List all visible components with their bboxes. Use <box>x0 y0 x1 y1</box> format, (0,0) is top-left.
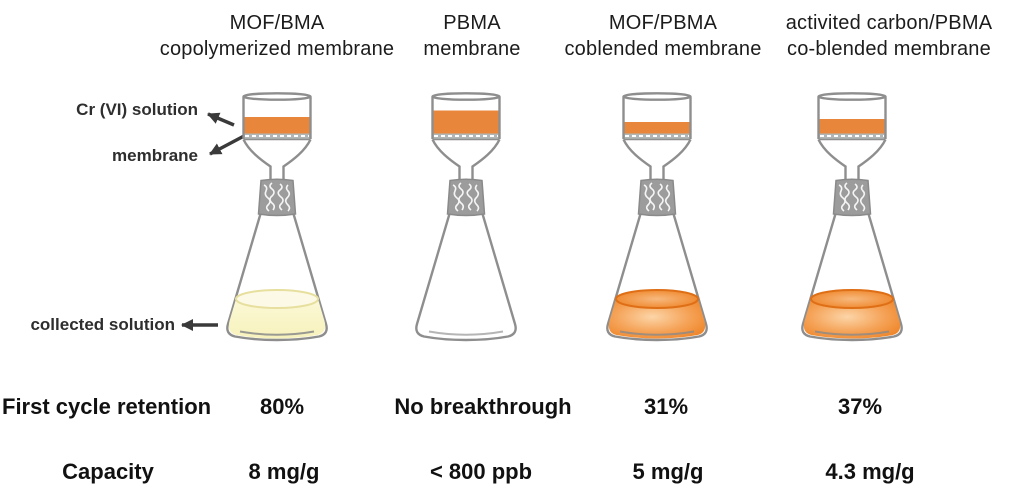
funnel <box>622 92 692 182</box>
column-title-line2: co-blended membrane <box>787 38 991 60</box>
stopper <box>446 178 486 217</box>
label-cr-solution: Cr (VI) solution <box>76 100 198 119</box>
funnel-rim <box>242 92 312 101</box>
column-header-ac-pbma: activited carbon/PBMA co-blended membran… <box>773 10 1005 62</box>
apparatus-mof-pbma <box>606 92 708 342</box>
capacity-value-mof-pbma: 5 mg/g <box>632 459 704 484</box>
stopper-texture <box>263 182 291 212</box>
membrane-strip <box>623 133 691 141</box>
membrane-strip <box>243 133 311 141</box>
retention-value-pbma: No breakthrough <box>394 394 572 419</box>
membrane-arrow-icon <box>209 134 245 156</box>
membrane-strip <box>818 133 886 141</box>
apparatus-ac-pbma <box>801 92 903 342</box>
stopper <box>832 178 872 217</box>
liquid-surface <box>235 289 319 309</box>
funnel-cone <box>622 138 692 182</box>
flask <box>415 201 517 342</box>
flask-bottom-curve <box>619 330 695 336</box>
apparatus-pbma <box>415 92 517 342</box>
funnel <box>431 92 501 182</box>
column-title-line1: MOF/BMA <box>229 12 325 34</box>
membrane-strip <box>432 133 500 141</box>
column-title-line2: copolymerized membrane <box>159 38 395 60</box>
flask-bottom-curve <box>428 330 504 336</box>
cr-solution-layer <box>244 117 310 134</box>
funnel-walls <box>242 97 312 139</box>
column-title-line1: PBMA <box>443 12 501 34</box>
retention-value-ac-pbma: 37% <box>837 394 883 419</box>
funnel-cone <box>817 138 887 182</box>
collected-liquid-orange <box>608 299 706 339</box>
stopper-texture <box>643 182 671 212</box>
liquid-surface <box>615 289 699 309</box>
capacity-value-ac-pbma: 4.3 mg/g <box>825 459 915 484</box>
label-membrane: membrane <box>112 146 198 165</box>
column-header-pbma: PBMA membrane <box>352 10 592 62</box>
collected-solution-arrow-icon <box>181 319 218 331</box>
funnel <box>242 92 312 182</box>
flask <box>226 201 328 342</box>
funnel-rim <box>622 92 692 101</box>
cr-solution-layer <box>819 119 885 134</box>
column-header-mof-bma: MOF/BMA copolymerized membrane <box>147 10 407 62</box>
funnel-walls <box>817 97 887 139</box>
retention-value-mof-pbma: 31% <box>643 394 689 419</box>
apparatus-mof-bma <box>226 92 328 342</box>
funnel <box>817 92 887 182</box>
cr-solution-layer <box>433 110 499 134</box>
collected-liquid-yellow <box>228 299 326 339</box>
column-title-line1: MOF/PBMA <box>608 12 718 34</box>
funnel-walls <box>622 97 692 139</box>
funnel-rim <box>431 92 501 101</box>
label-collected-solution: collected solution <box>30 315 175 334</box>
cr-solution-arrow-icon <box>207 112 235 127</box>
funnel-cone <box>242 138 312 182</box>
retention-row-label: First cycle retention <box>2 394 212 419</box>
flask <box>801 201 903 342</box>
column-title-line2: coblended membrane <box>564 38 762 60</box>
stopper <box>637 178 677 217</box>
flask-bottom-curve <box>239 330 315 336</box>
flask <box>606 201 708 342</box>
stopper <box>257 178 297 217</box>
column-title-line2: membrane <box>423 38 521 60</box>
stopper-texture <box>452 182 480 212</box>
capacity-value-mof-bma: 8 mg/g <box>248 459 320 484</box>
funnel-cone <box>431 138 501 182</box>
stopper-texture <box>838 182 866 212</box>
capacity-row-label: Capacity <box>62 459 154 484</box>
column-header-mof-pbma: MOF/PBMA coblended membrane <box>533 10 793 62</box>
cr-solution-layer <box>624 122 690 134</box>
flask-bottom-curve <box>814 330 890 336</box>
funnel-rim <box>817 92 887 101</box>
column-title-line1: activited carbon/PBMA <box>785 12 993 34</box>
collected-liquid-orange <box>803 299 901 339</box>
liquid-surface <box>810 289 894 309</box>
flask-body <box>415 201 517 342</box>
retention-value-mof-bma: 80% <box>259 394 305 419</box>
capacity-value-pbma: < 800 ppb <box>429 459 533 484</box>
funnel-walls <box>431 97 501 139</box>
